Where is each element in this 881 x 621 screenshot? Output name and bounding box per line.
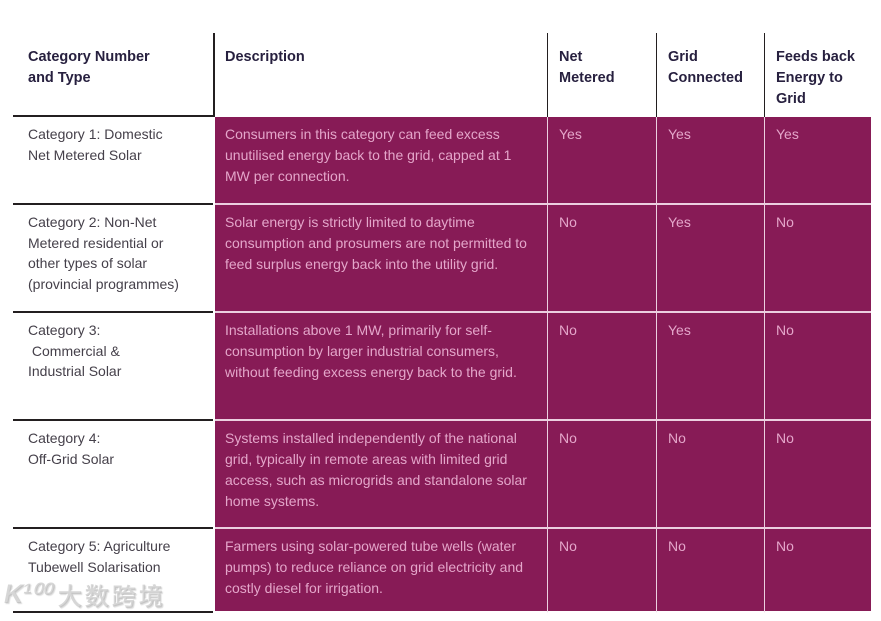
category-cell: Category 5: Agriculture Tubewell Solaris… [13,529,213,613]
feeds-back-cell: No [764,529,871,613]
grid-connected-cell: Yes [656,313,764,421]
solar-categories-table: Category Number and Type Description Net… [13,33,871,613]
category-cell: Category 1: Domestic Net Metered Solar [13,117,213,205]
category-cell: Category 4: Off-Grid Solar [13,421,213,529]
feeds-back-cell: No [764,313,871,421]
column-header-description: Description [215,33,547,117]
grid-connected-cell: No [656,421,764,529]
grid-connected-cell: Yes [656,117,764,205]
feeds-back-cell: No [764,205,871,313]
grid-connected-cell: No [656,529,764,613]
description-cell: Solar energy is strictly limited to dayt… [215,205,547,313]
table-header-row: Category Number and Type Description Net… [13,33,871,117]
table-row: Category 1: Domestic Net Metered Solar C… [13,117,871,205]
column-header-grid-connected: Grid Connected [656,33,764,117]
column-header-category: Category Number and Type [13,33,215,117]
column-divider [213,313,215,421]
column-divider [213,529,215,613]
net-metered-cell: No [547,529,656,613]
column-header-feeds-back: Feeds back Energy to Grid [764,33,871,117]
column-divider [213,205,215,313]
description-cell: Systems installed independently of the n… [215,421,547,529]
table-row: Category 2: Non-Net Metered residential … [13,205,871,313]
net-metered-cell: No [547,205,656,313]
feeds-back-cell: Yes [764,117,871,205]
description-cell: Farmers using solar-powered tube wells (… [215,529,547,613]
description-cell: Installations above 1 MW, primarily for … [215,313,547,421]
table-row: Category 4: Off-Grid Solar Systems insta… [13,421,871,529]
column-divider [213,421,215,529]
category-cell: Category 3: Commercial & Industrial Sola… [13,313,213,421]
table-row: Category 5: Agriculture Tubewell Solaris… [13,529,871,613]
column-header-net-metered: Net Metered [547,33,656,117]
net-metered-cell: No [547,421,656,529]
category-cell: Category 2: Non-Net Metered residential … [13,205,213,313]
net-metered-cell: No [547,313,656,421]
table-row: Category 3: Commercial & Industrial Sola… [13,313,871,421]
description-cell: Consumers in this category can feed exce… [215,117,547,205]
grid-connected-cell: Yes [656,205,764,313]
feeds-back-cell: No [764,421,871,529]
column-divider [213,117,215,205]
net-metered-cell: Yes [547,117,656,205]
